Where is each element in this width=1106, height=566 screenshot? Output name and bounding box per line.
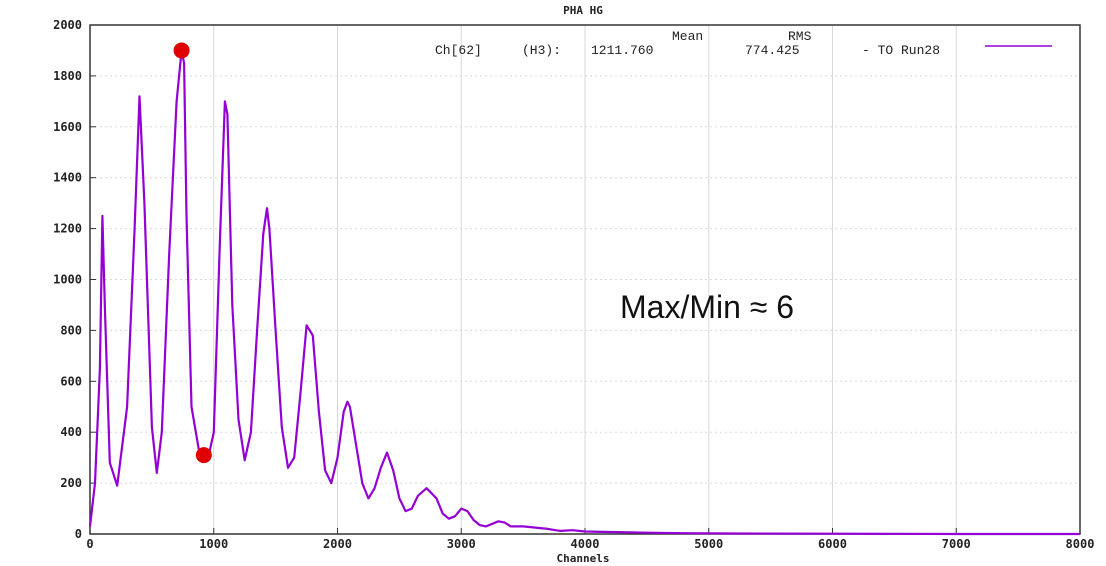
- legend-mean-value: 1211.760: [591, 43, 653, 58]
- data-marker-point: [195, 447, 212, 464]
- legend-entry-prefix: Ch[62]: [435, 43, 482, 58]
- grid-layer: [90, 25, 1080, 534]
- legend-entry-label: (H3):: [522, 43, 561, 58]
- y-tick-label: 2000: [53, 18, 82, 32]
- x-tick-label: 1000: [199, 537, 228, 551]
- max-min-annotation: Max/Min ≈ 6: [620, 289, 794, 325]
- legend: Mean RMS Ch[62] (H3): 1211.760 774.425 -…: [435, 29, 1052, 58]
- x-tick-label: 3000: [447, 537, 476, 551]
- y-tick-label: 1600: [53, 120, 82, 134]
- legend-header-mean: Mean: [672, 29, 703, 44]
- y-tick-label: 1000: [53, 273, 82, 287]
- legend-suffix: - TO Run28: [862, 43, 940, 58]
- data-series-line: [88, 49, 1080, 536]
- axis-layer: 0 1000 2000 3000 4000 5000 6000 7000 8000 0 200 400…: [53, 18, 1094, 551]
- y-tick-label: 400: [60, 425, 82, 439]
- x-tick-label: 7000: [942, 537, 971, 551]
- chart-title: PHA HG: [563, 4, 603, 17]
- y-tick-label: 1200: [53, 222, 82, 236]
- x-axis-label: Channels: [557, 552, 610, 565]
- x-tick-label: 6000: [818, 537, 847, 551]
- x-tick-label: 4000: [571, 537, 600, 551]
- x-tick-label: 8000: [1066, 537, 1095, 551]
- y-tick-label: 600: [60, 374, 82, 388]
- y-tick-label: 1800: [53, 69, 82, 83]
- x-tick-label: 2000: [323, 537, 352, 551]
- y-tick-label: 800: [60, 323, 82, 337]
- series-layer: [88, 49, 1080, 536]
- y-tick-label: 1400: [53, 171, 82, 185]
- y-tick-label: 0: [75, 527, 82, 541]
- legend-rms-value: 774.425: [745, 43, 800, 58]
- x-tick-label: 0: [86, 537, 93, 551]
- marker-layer: [173, 42, 212, 464]
- legend-header-rms: RMS: [788, 29, 812, 44]
- x-tick-label: 5000: [694, 537, 723, 551]
- data-marker-point: [173, 42, 190, 59]
- y-tick-label: 200: [60, 476, 82, 490]
